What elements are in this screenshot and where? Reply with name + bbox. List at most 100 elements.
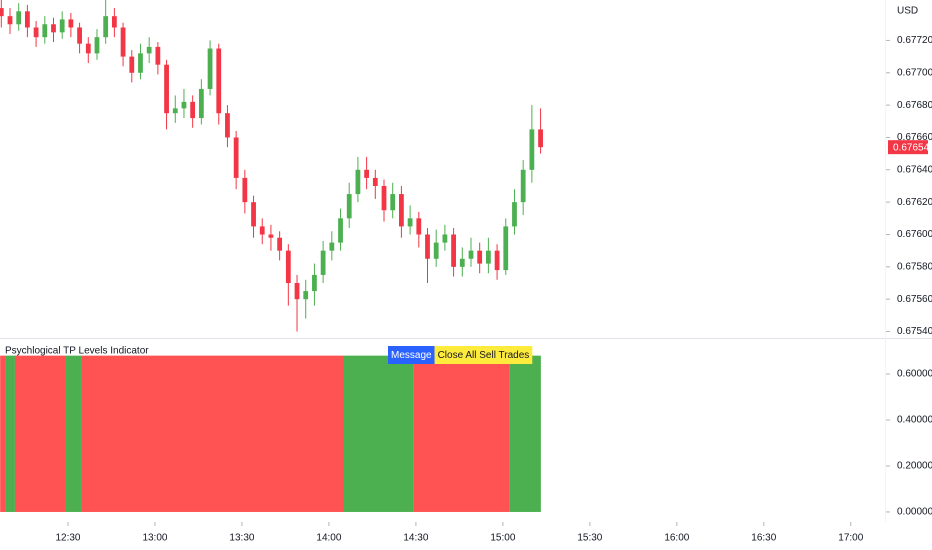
candle-body (538, 129, 543, 148)
y-tick-label: 0.40000 (897, 415, 932, 426)
candle-body (320, 250, 326, 275)
bar (413, 355, 510, 512)
candle-body (338, 218, 343, 243)
candle-body (425, 234, 430, 259)
candle-body (242, 177, 248, 203)
candle-body (111, 16, 117, 28)
candle-body (190, 101, 196, 119)
candle-body (433, 242, 439, 259)
y-tick-label: 0.67660 (897, 132, 932, 143)
candle-body (364, 169, 370, 178)
last-price-tag (888, 140, 928, 155)
annotation-label: Close All Sell Trades (438, 350, 530, 361)
y-tick-label: 0.20000 (897, 461, 932, 472)
annotation-label: Message (391, 350, 432, 361)
candle-body (233, 137, 239, 178)
candle-body (216, 48, 222, 114)
candle-body (225, 113, 230, 138)
candle-body (85, 43, 91, 54)
candle-body (503, 226, 509, 271)
candle-body (512, 202, 517, 227)
bar (65, 355, 82, 512)
candle-body (181, 101, 187, 109)
candle-body (155, 46, 161, 65)
x-tick-label: 17:00 (838, 533, 863, 544)
y-tick-label: 0.00000 (897, 507, 932, 518)
candle-body (485, 250, 491, 264)
x-tick-label: 15:00 (490, 533, 515, 544)
x-tick-label: 13:00 (142, 533, 167, 544)
candle-body (16, 11, 22, 25)
candle-body (7, 16, 13, 25)
y-tick-label: 0.67560 (897, 294, 932, 305)
y-tick-label: 0.67680 (897, 100, 932, 111)
candle-body (381, 185, 387, 211)
candle-body (207, 48, 213, 89)
candle-body (146, 46, 152, 54)
candle-body (442, 234, 448, 243)
bar (0, 355, 6, 512)
candle-body (372, 177, 378, 186)
x-tick-label: 13:30 (229, 533, 254, 544)
y-tick-label: 0.67540 (897, 326, 932, 337)
candle-body (390, 194, 396, 211)
candle-body (0, 8, 4, 17)
candle-body (303, 291, 309, 300)
y-tick-label: 0.67700 (897, 67, 932, 78)
x-tick-label: 12:30 (55, 533, 80, 544)
last-price-label: 0.67654 (893, 142, 930, 153)
annotation-box (434, 346, 533, 364)
x-tick-label: 14:00 (316, 533, 341, 544)
y-tick-label: 0.60000 (897, 369, 932, 380)
x-tick-label: 16:00 (664, 533, 689, 544)
x-tick-label: 16:30 (751, 533, 776, 544)
y-tick-label: 0.67600 (897, 229, 932, 240)
y-tick-label: 0.67640 (897, 164, 932, 175)
y-tick-label: 0.67580 (897, 261, 932, 272)
candle-body (312, 274, 317, 292)
candle-body (346, 194, 352, 219)
candle-body (198, 88, 204, 119)
candle-body (494, 250, 500, 271)
candle-body (268, 234, 274, 238)
currency: USD (897, 6, 918, 17)
annotation: Close All Sell Trades (434, 346, 533, 364)
candle-body (468, 250, 474, 259)
indicator-title: Psychlogical TP Levels Indicator (5, 346, 149, 357)
candle-body (77, 27, 82, 44)
candle-body (59, 19, 65, 33)
x-tick-label: 14:30 (403, 533, 428, 544)
candle-body (459, 258, 465, 267)
candle-body (251, 202, 256, 227)
candle-body (164, 64, 169, 114)
x-tick-label: 15:30 (577, 533, 602, 544)
bar (14, 355, 66, 512)
candle-body (42, 24, 48, 38)
candle-body (451, 234, 456, 267)
candle-body (138, 53, 143, 73)
candle-body (399, 194, 404, 227)
candle-body (25, 11, 30, 28)
candle-body (529, 129, 535, 170)
candle-body (277, 237, 283, 251)
candle-body (120, 27, 126, 57)
candle-body (259, 226, 265, 235)
candle-body (355, 169, 361, 195)
bar (343, 355, 414, 512)
candle-body (294, 283, 300, 300)
candle-body (172, 108, 178, 114)
annotation: Message (388, 346, 435, 364)
candle-body (68, 19, 74, 28)
candle-body (520, 169, 526, 203)
bar (509, 355, 541, 512)
bar (81, 355, 344, 512)
candle-body (416, 218, 422, 235)
y-tick-label: 0.67720 (897, 35, 932, 46)
candle-body (51, 24, 56, 33)
candle-body (33, 27, 39, 38)
candle-body (407, 218, 413, 227)
y-tick-label: 0.67620 (897, 197, 932, 208)
bar (5, 355, 15, 512)
